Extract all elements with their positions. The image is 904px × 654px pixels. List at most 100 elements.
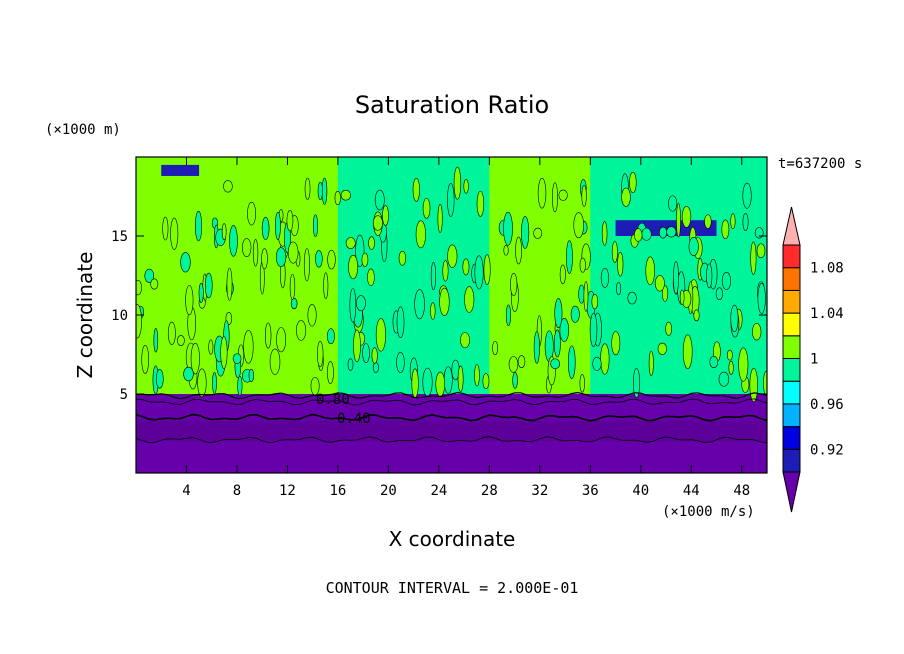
- field-speckle: [474, 364, 480, 387]
- y-axis-label: Z coordinate: [73, 252, 97, 379]
- x-tick-label: 28: [481, 483, 498, 499]
- field-speckle: [264, 322, 272, 349]
- field-speckle: [704, 214, 712, 229]
- y-tick-label: 15: [111, 229, 128, 245]
- field-speckle: [269, 348, 281, 375]
- field-speckle: [223, 180, 233, 193]
- field-speckle: [474, 255, 484, 290]
- field-speckle: [566, 240, 573, 274]
- field-speckle: [327, 249, 336, 270]
- field-speckle: [641, 227, 652, 241]
- field-speckle: [730, 304, 739, 333]
- colorbar-segment: [782, 335, 801, 359]
- field-speckle: [430, 302, 436, 320]
- field-speckle: [303, 248, 310, 282]
- x-tick-label: 12: [279, 483, 296, 499]
- field-speckle: [460, 332, 470, 349]
- field-speckle: [453, 166, 462, 200]
- field-speckle: [153, 327, 159, 353]
- field-speckle: [492, 340, 498, 356]
- field-speckle: [439, 287, 450, 316]
- field-speckle: [141, 344, 150, 374]
- field-speckle: [552, 182, 558, 213]
- field-speckle: [730, 213, 736, 230]
- field-speckle: [482, 373, 490, 390]
- y-unit-label: (×1000 m): [45, 122, 121, 138]
- field-speckle: [447, 183, 455, 217]
- field-speckle: [170, 217, 179, 250]
- field-speckle: [756, 243, 766, 259]
- field-speckle: [537, 177, 547, 209]
- field-speckle: [749, 368, 758, 403]
- field-speckle: [197, 368, 207, 398]
- contour-line: [136, 436, 767, 444]
- field-speckle: [312, 214, 319, 237]
- field-speckle: [592, 356, 602, 371]
- field-speckle: [368, 236, 375, 250]
- field-region-6: [161, 164, 200, 176]
- field-speckle: [621, 187, 631, 207]
- field-speckle: [645, 256, 655, 286]
- field-speckle: [287, 241, 299, 264]
- field-speckle: [323, 272, 329, 300]
- colorbar-segment: [782, 380, 801, 405]
- field-speckle: [327, 361, 334, 384]
- field-speckle: [591, 293, 599, 310]
- field-speckle: [340, 189, 351, 201]
- field-speckle: [632, 367, 641, 398]
- field-speckle: [462, 258, 470, 276]
- field-speckle: [718, 371, 730, 387]
- field-speckle: [150, 278, 159, 290]
- field-speckle: [682, 334, 693, 370]
- field-speckle: [553, 329, 561, 358]
- field-speckle: [573, 212, 584, 239]
- contour-line: [136, 413, 767, 422]
- field-speckle: [243, 330, 254, 364]
- field-speckle: [375, 318, 386, 352]
- x-axis: 4 8 12 16 20 24 28 32 36 40 44 48: [182, 157, 750, 499]
- contour-label-040: 0.40: [337, 411, 371, 427]
- field-speckle: [570, 305, 580, 323]
- field-speckle: [372, 362, 379, 373]
- x-tick-label: 16: [329, 483, 346, 499]
- contour-interval-footer: CONTOUR INTERVAL = 2.000E-01: [326, 579, 579, 597]
- field-speckle: [515, 236, 522, 265]
- field-speckle: [237, 375, 243, 397]
- field-speckle: [709, 355, 719, 369]
- field-speckle: [167, 321, 176, 345]
- field-speckle: [559, 317, 570, 343]
- field-speckle: [136, 304, 142, 339]
- field-speckle: [616, 281, 622, 296]
- field-speckle: [558, 189, 568, 201]
- field-speckle: [676, 203, 681, 238]
- field-speckle: [648, 350, 654, 376]
- x-tick-label: 8: [233, 483, 241, 499]
- y-axis: 5 10 15: [111, 229, 767, 403]
- field-speckle: [232, 353, 242, 364]
- field-speckle: [742, 182, 752, 209]
- field-speckle: [177, 335, 185, 346]
- time-label: t=637200 s: [778, 156, 862, 172]
- field-speckle: [666, 226, 677, 238]
- field-speckle: [241, 238, 252, 258]
- field-speckle: [307, 304, 317, 327]
- contour-line: [136, 391, 767, 400]
- field-speckle: [136, 280, 142, 296]
- field-speckle: [276, 327, 287, 353]
- colorbar-segment: [782, 426, 801, 450]
- field-speckle: [742, 213, 749, 231]
- field-speckle: [600, 343, 610, 375]
- field-speckle: [198, 282, 204, 304]
- field-speckle: [435, 371, 446, 397]
- field-speckle: [508, 356, 519, 373]
- field-speckle: [533, 331, 540, 364]
- contour-label-080: 0.80: [316, 392, 350, 408]
- colorbar-tick-label: 1.08: [810, 261, 844, 277]
- field-speckle: [415, 220, 426, 249]
- y-tick-label: 10: [111, 308, 128, 324]
- colorbar-segment: [782, 244, 801, 269]
- field-speckle: [361, 252, 369, 267]
- field-speckle: [212, 372, 217, 394]
- field-speckle: [348, 254, 359, 280]
